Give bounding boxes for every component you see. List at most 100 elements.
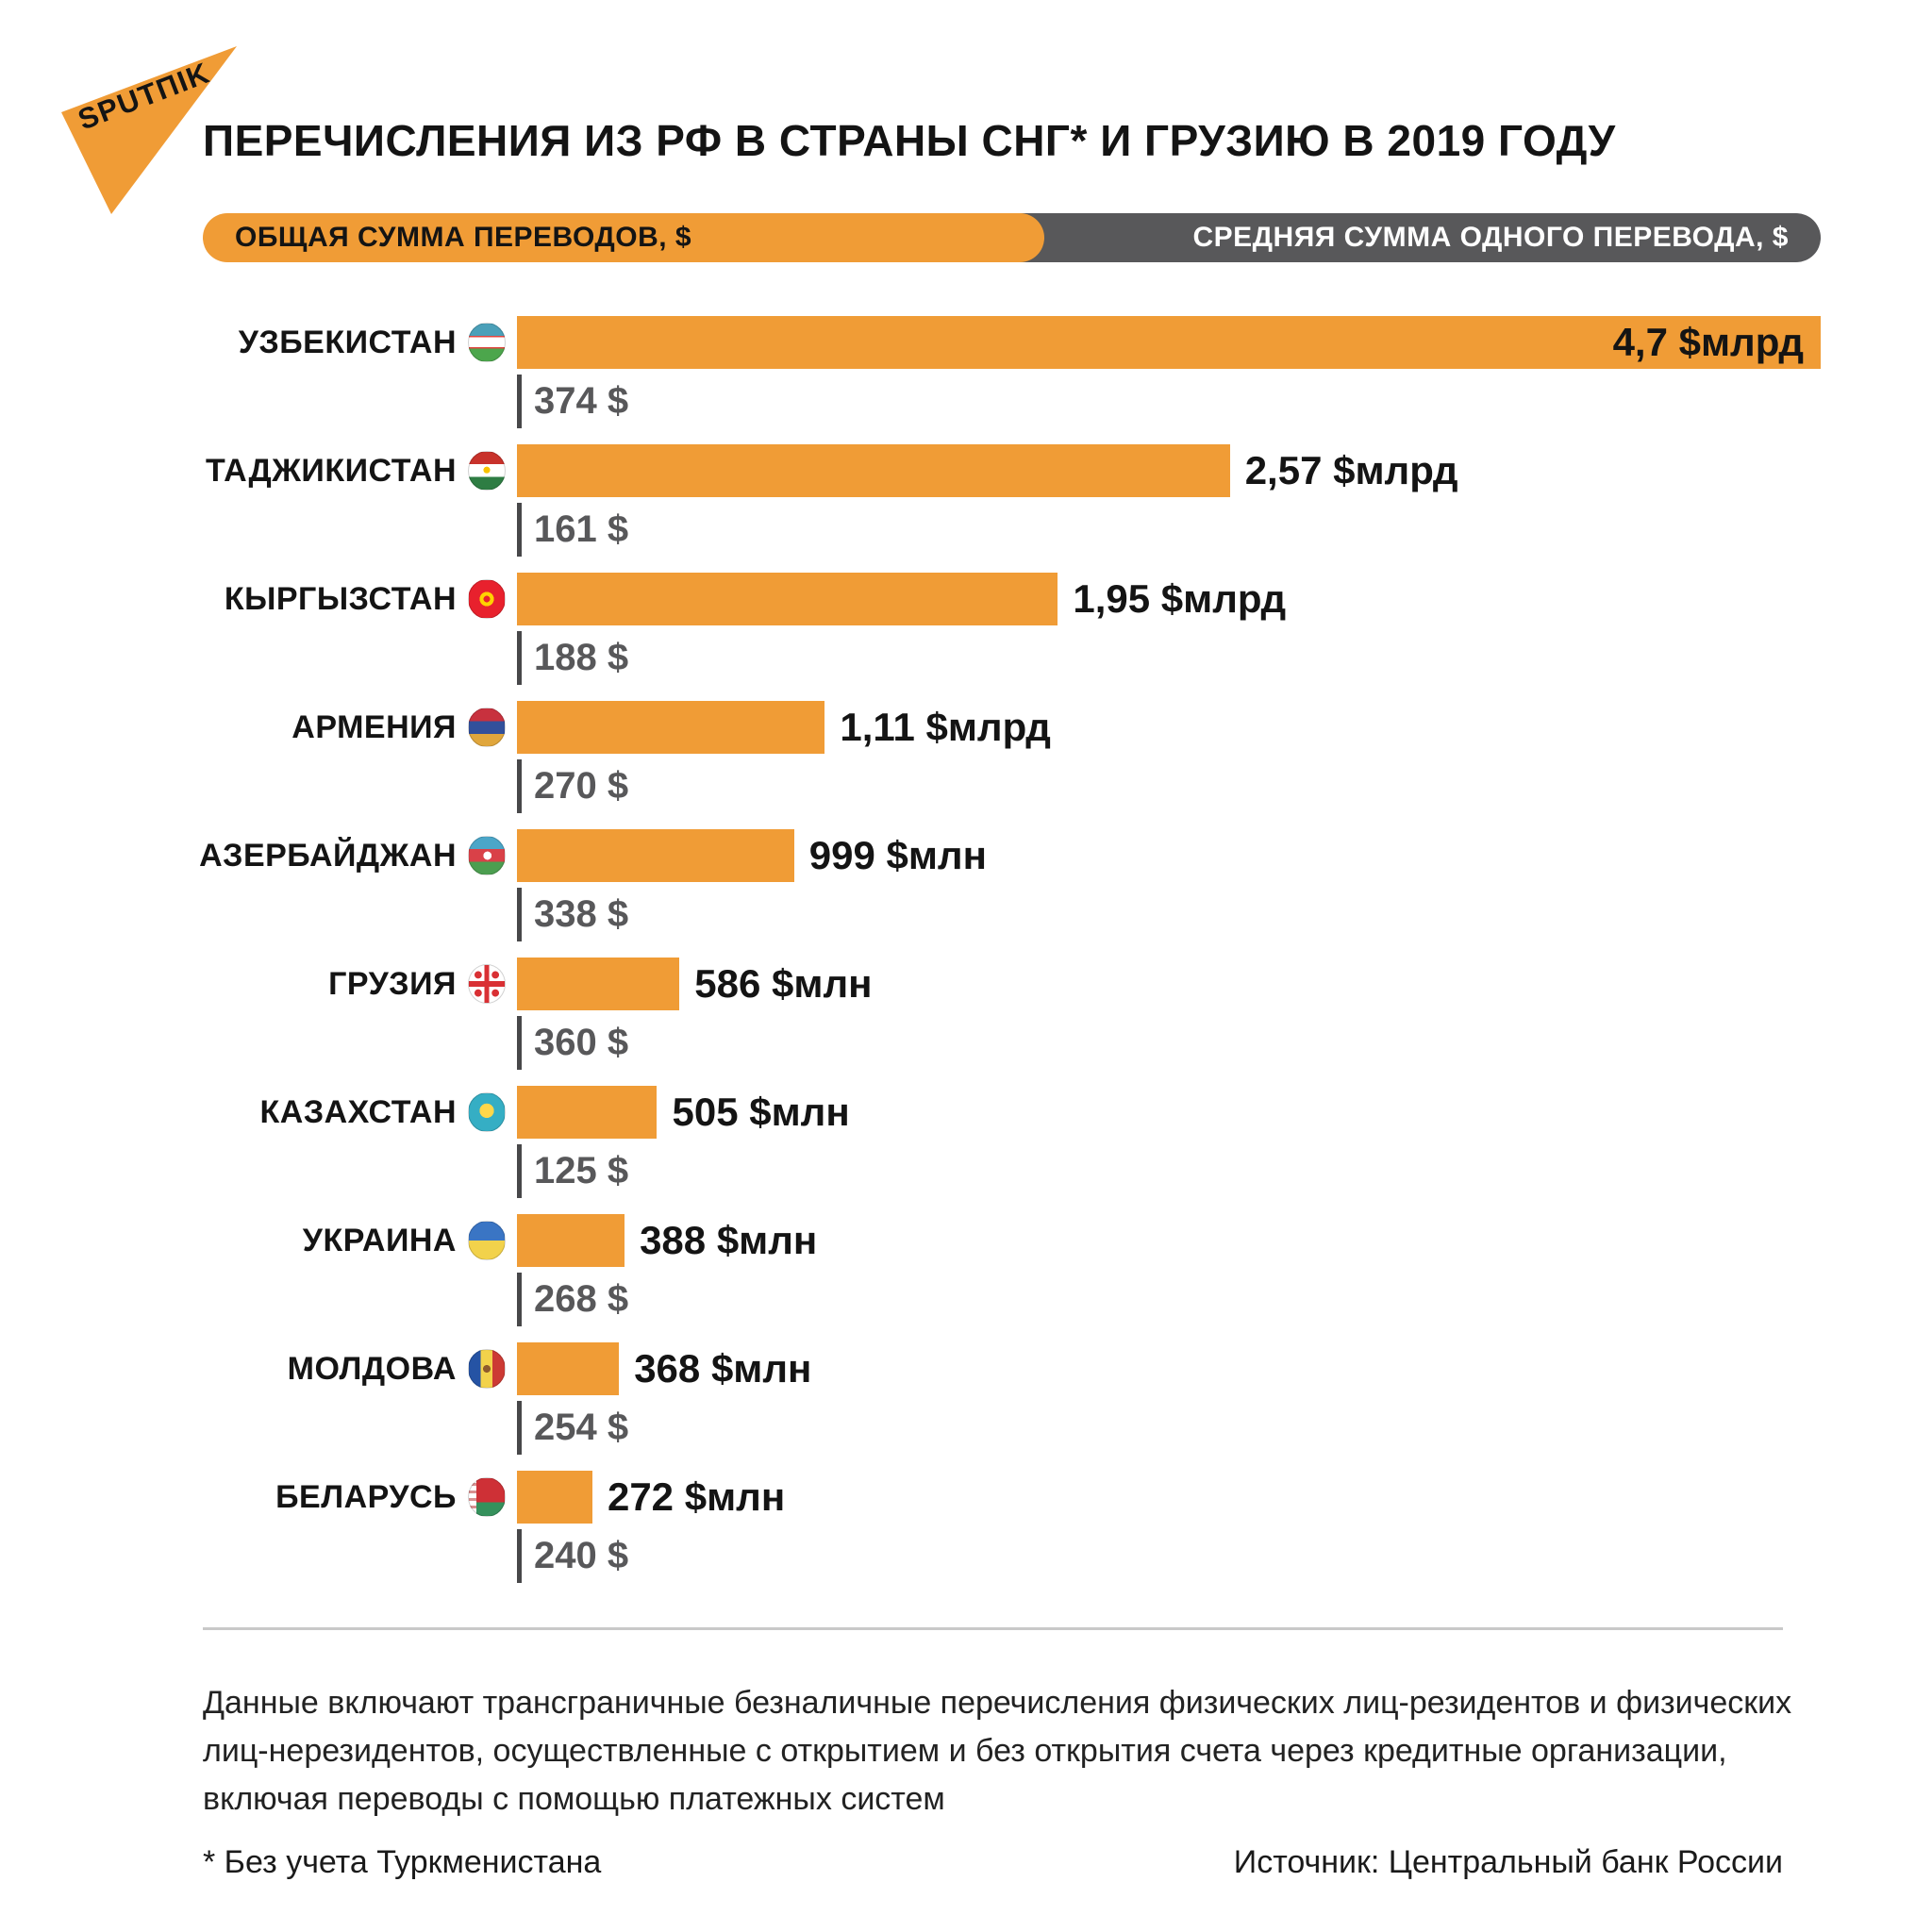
country-label-cell: АЗЕРБАЙДЖАН [151,836,517,875]
country-label: ТАДЖИКИСТАН [206,452,457,489]
total-value-label: 388 $млн [640,1218,818,1262]
legend: СРЕДНЯЯ СУММА ОДНОГО ПЕРЕВОДА, $ ОБЩАЯ С… [203,213,1821,262]
average-line: 125 $ [517,1144,1821,1198]
total-bar [517,1342,620,1395]
total-bar-line: УКРАИНА 388 $млн [151,1214,1821,1267]
country-row: АРМЕНИЯ 1,11 $млрд 270 $ [151,701,1821,813]
sputnik-logo: SPUTΠIK [58,43,240,217]
bar-cell: 4,7 $млрд [517,316,1821,369]
flag-moldova-icon [468,1349,506,1389]
country-label: КАЗАХСТАН [259,1093,457,1130]
flag-armenia-icon [468,708,506,747]
country-row: УКРАИНА 388 $млн 268 $ [151,1214,1821,1326]
flag-kyrgyzstan-icon [468,579,506,619]
average-value-label: 374 $ [517,375,628,428]
average-line: 360 $ [517,1016,1821,1070]
country-row: АЗЕРБАЙДЖАН 999 $млн 338 $ [151,829,1821,941]
country-label: БЕЛАРУСЬ [275,1478,457,1515]
bar-cell: 388 $млн [517,1214,1821,1267]
country-label-cell: УКРАИНА [151,1221,517,1260]
total-value-label: 1,95 $млрд [1073,576,1287,621]
total-bar [517,958,680,1010]
flag-ukraine-icon [468,1221,506,1260]
average-value-label: 338 $ [517,888,628,941]
average-value-label: 270 $ [517,759,628,813]
legend-total-pill: ОБЩАЯ СУММА ПЕРЕВОДОВ, $ [203,213,1044,262]
country-label: УКРАИНА [302,1222,457,1258]
total-value-label: 505 $млн [672,1090,850,1134]
average-line: 161 $ [517,503,1821,557]
bar-cell: 999 $млн [517,829,1821,882]
country-label-cell: МОЛДОВА [151,1349,517,1389]
average-line: 270 $ [517,759,1821,813]
average-value-label: 161 $ [517,503,628,557]
bar-cell: 1,95 $млрд [517,573,1821,625]
total-bar-line: АЗЕРБАЙДЖАН 999 $млн [151,829,1821,882]
flag-kazakhstan-icon [468,1092,506,1132]
page-title: ПЕРЕЧИСЛЕНИЯ ИЗ РФ В СТРАНЫ СНГ* И ГРУЗИ… [203,116,1616,165]
country-row: ГРУЗИЯ 586 $млн 360 $ [151,958,1821,1070]
country-row: МОЛДОВА 368 $млн 254 $ [151,1342,1821,1455]
legend-average-label: СРЕДНЯЯ СУММА ОДНОГО ПЕРЕВОДА, $ [1192,222,1789,253]
bar-cell: 272 $млн [517,1471,1821,1524]
total-bar [517,701,825,754]
country-label-cell: КАЗАХСТАН [151,1092,517,1132]
country-row: УЗБЕКИСТАН 4,7 $млрд 374 $ [151,316,1821,428]
total-value-label: 272 $млн [607,1474,786,1519]
sputnik-logo-icon: SPUTΠIK [61,46,237,214]
total-bar-line: МОЛДОВА 368 $млн [151,1342,1821,1395]
total-bar [517,444,1230,497]
flag-belarus-icon [468,1477,506,1517]
country-row: КЫРГЫЗСТАН 1,95 $млрд 188 $ [151,573,1821,685]
logo-triangle [61,46,237,214]
country-label-cell: КЫРГЫЗСТАН [151,579,517,619]
total-bar-line: УЗБЕКИСТАН 4,7 $млрд [151,316,1821,369]
bar-cell: 368 $млн [517,1342,1821,1395]
flag-azerbaijan-icon [468,836,506,875]
total-bar [517,573,1058,625]
flag-tajikistan-icon [468,451,506,491]
total-bar [517,829,794,882]
country-label: ГРУЗИЯ [328,965,457,1002]
average-line: 338 $ [517,888,1821,941]
country-row: ТАДЖИКИСТАН 2,57 $млрд 161 $ [151,444,1821,557]
country-label: АЗЕРБАЙДЖАН [199,837,457,874]
country-row: БЕЛАРУСЬ 272 $млн 240 $ [151,1471,1821,1583]
bar-cell: 586 $млн [517,958,1821,1010]
country-label-cell: БЕЛАРУСЬ [151,1477,517,1517]
total-bar [517,1214,625,1267]
average-value-label: 360 $ [517,1016,628,1070]
country-label-cell: УЗБЕКИСТАН [151,323,517,362]
average-value-label: 240 $ [517,1529,628,1583]
total-value-label: 368 $млн [634,1346,812,1391]
total-bar-line: БЕЛАРУСЬ 272 $млн [151,1471,1821,1524]
country-label-cell: ТАДЖИКИСТАН [151,451,517,491]
average-value-label: 254 $ [517,1401,628,1455]
country-label: АРМЕНИЯ [291,708,457,745]
average-line: 254 $ [517,1401,1821,1455]
total-value-label: 4,7 $млрд [1612,320,1804,364]
total-bar-line: КАЗАХСТАН 505 $млн [151,1086,1821,1139]
footnote: Данные включают трансграничные безналичн… [203,1685,1792,1817]
source-label: Источник: Центральный банк России [1233,1844,1783,1880]
chart-rows: УЗБЕКИСТАН 4,7 $млрд 374 $ ТАДЖИКИСТАН [151,316,1821,1583]
total-value-label: 999 $млн [808,833,987,877]
flag-georgia-icon [468,964,506,1004]
flag-uzbekistan-icon [468,323,506,362]
country-label: УЗБЕКИСТАН [238,324,457,360]
total-value-label: 586 $млн [694,961,873,1006]
asterisk-note: * Без учета Туркменистана [203,1844,602,1880]
total-bar [517,1086,658,1139]
country-label-cell: АРМЕНИЯ [151,708,517,747]
footer-divider [203,1627,1783,1630]
total-bar [517,316,1821,369]
average-value-label: 125 $ [517,1144,628,1198]
bar-cell: 1,11 $млрд [517,701,1821,754]
country-label: КЫРГЫЗСТАН [224,580,457,617]
country-label: МОЛДОВА [287,1350,457,1387]
average-line: 374 $ [517,375,1821,428]
average-value-label: 188 $ [517,631,628,685]
country-label-cell: ГРУЗИЯ [151,964,517,1004]
total-bar-line: АРМЕНИЯ 1,11 $млрд [151,701,1821,754]
